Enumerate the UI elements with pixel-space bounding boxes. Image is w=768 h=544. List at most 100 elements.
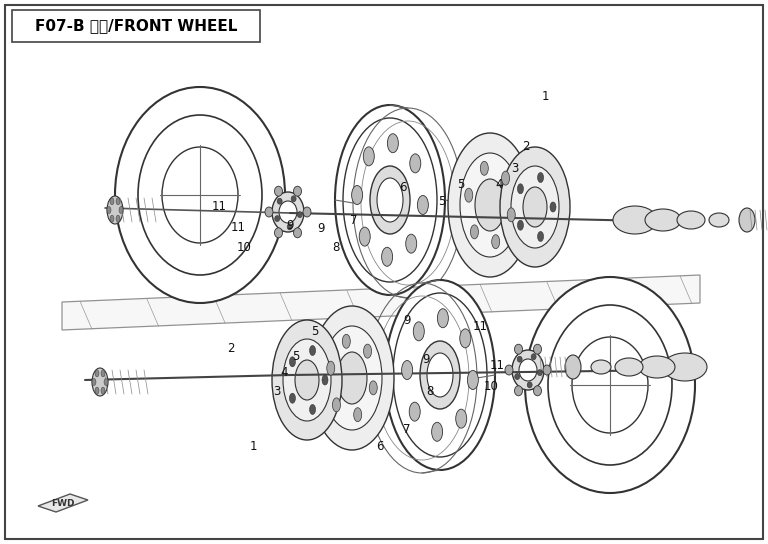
Ellipse shape [343, 335, 350, 348]
Ellipse shape [322, 375, 328, 385]
Ellipse shape [115, 87, 285, 303]
Ellipse shape [420, 341, 460, 409]
Ellipse shape [359, 227, 370, 246]
Ellipse shape [460, 329, 471, 348]
Text: 6: 6 [399, 181, 407, 194]
Text: 1: 1 [250, 440, 257, 453]
Ellipse shape [471, 225, 478, 239]
Ellipse shape [297, 212, 303, 218]
Text: 6: 6 [376, 440, 384, 453]
Ellipse shape [432, 422, 442, 441]
Text: 11: 11 [211, 200, 227, 213]
Ellipse shape [279, 201, 297, 223]
Ellipse shape [460, 153, 520, 257]
Text: FWD: FWD [51, 498, 74, 508]
Ellipse shape [290, 357, 296, 367]
Text: 3: 3 [511, 162, 518, 175]
Ellipse shape [455, 409, 467, 428]
Ellipse shape [107, 196, 123, 224]
Text: 3: 3 [273, 385, 280, 398]
Ellipse shape [480, 161, 488, 175]
Ellipse shape [639, 356, 675, 378]
Ellipse shape [518, 184, 524, 194]
Ellipse shape [615, 358, 643, 376]
Ellipse shape [101, 387, 105, 394]
Ellipse shape [274, 186, 283, 196]
Ellipse shape [101, 370, 105, 377]
Polygon shape [62, 275, 700, 330]
Ellipse shape [534, 344, 541, 354]
Ellipse shape [110, 198, 114, 205]
Text: 4: 4 [280, 366, 288, 379]
Ellipse shape [337, 352, 367, 404]
Ellipse shape [523, 187, 547, 227]
Ellipse shape [492, 234, 500, 249]
Ellipse shape [591, 360, 611, 374]
Ellipse shape [548, 305, 672, 465]
Ellipse shape [406, 234, 417, 253]
Ellipse shape [502, 171, 509, 185]
Ellipse shape [322, 326, 382, 430]
Ellipse shape [410, 154, 421, 173]
Ellipse shape [370, 166, 410, 234]
Ellipse shape [283, 339, 331, 421]
Ellipse shape [272, 320, 342, 440]
Ellipse shape [613, 206, 657, 234]
Text: 5: 5 [292, 350, 300, 363]
Ellipse shape [565, 355, 581, 379]
Ellipse shape [95, 387, 99, 394]
Ellipse shape [518, 220, 524, 230]
Ellipse shape [104, 379, 108, 386]
Ellipse shape [427, 353, 453, 397]
Ellipse shape [382, 248, 392, 266]
Ellipse shape [275, 215, 280, 221]
Ellipse shape [543, 365, 551, 375]
Text: 9: 9 [403, 314, 411, 327]
Ellipse shape [326, 361, 335, 375]
Ellipse shape [335, 105, 445, 295]
Ellipse shape [265, 207, 273, 217]
Ellipse shape [363, 344, 372, 358]
Ellipse shape [295, 360, 319, 400]
Ellipse shape [116, 198, 120, 205]
Ellipse shape [354, 407, 362, 422]
Text: 9: 9 [286, 219, 294, 232]
Ellipse shape [387, 134, 399, 153]
Ellipse shape [572, 337, 648, 433]
Ellipse shape [369, 381, 377, 395]
Text: 5: 5 [438, 195, 445, 208]
Ellipse shape [293, 228, 302, 238]
Text: 9: 9 [317, 222, 325, 235]
Ellipse shape [512, 350, 544, 390]
Ellipse shape [500, 147, 570, 267]
Text: 5: 5 [311, 325, 319, 338]
Ellipse shape [677, 211, 705, 229]
Ellipse shape [511, 166, 559, 248]
Ellipse shape [107, 207, 111, 213]
Text: 7: 7 [349, 214, 357, 227]
Polygon shape [38, 494, 88, 512]
Ellipse shape [287, 224, 292, 230]
Text: 1: 1 [541, 90, 549, 103]
Ellipse shape [333, 398, 340, 412]
Ellipse shape [465, 188, 473, 202]
Ellipse shape [116, 215, 120, 222]
Ellipse shape [515, 386, 522, 396]
Ellipse shape [277, 198, 282, 204]
Text: 2: 2 [522, 140, 530, 153]
Ellipse shape [739, 208, 755, 232]
Text: 4: 4 [495, 178, 503, 191]
Bar [12, 10, 260, 42]
Ellipse shape [448, 133, 532, 277]
Ellipse shape [534, 386, 541, 396]
Ellipse shape [507, 208, 515, 222]
Ellipse shape [291, 196, 296, 202]
Ellipse shape [409, 402, 420, 421]
Ellipse shape [550, 202, 556, 212]
Ellipse shape [303, 207, 311, 217]
Text: F07-B 前轮/FRONT WHEEL: F07-B 前轮/FRONT WHEEL [35, 18, 237, 34]
Ellipse shape [393, 293, 487, 457]
Text: 10: 10 [484, 380, 499, 393]
Text: 11: 11 [490, 359, 505, 372]
Text: 11: 11 [472, 320, 488, 333]
